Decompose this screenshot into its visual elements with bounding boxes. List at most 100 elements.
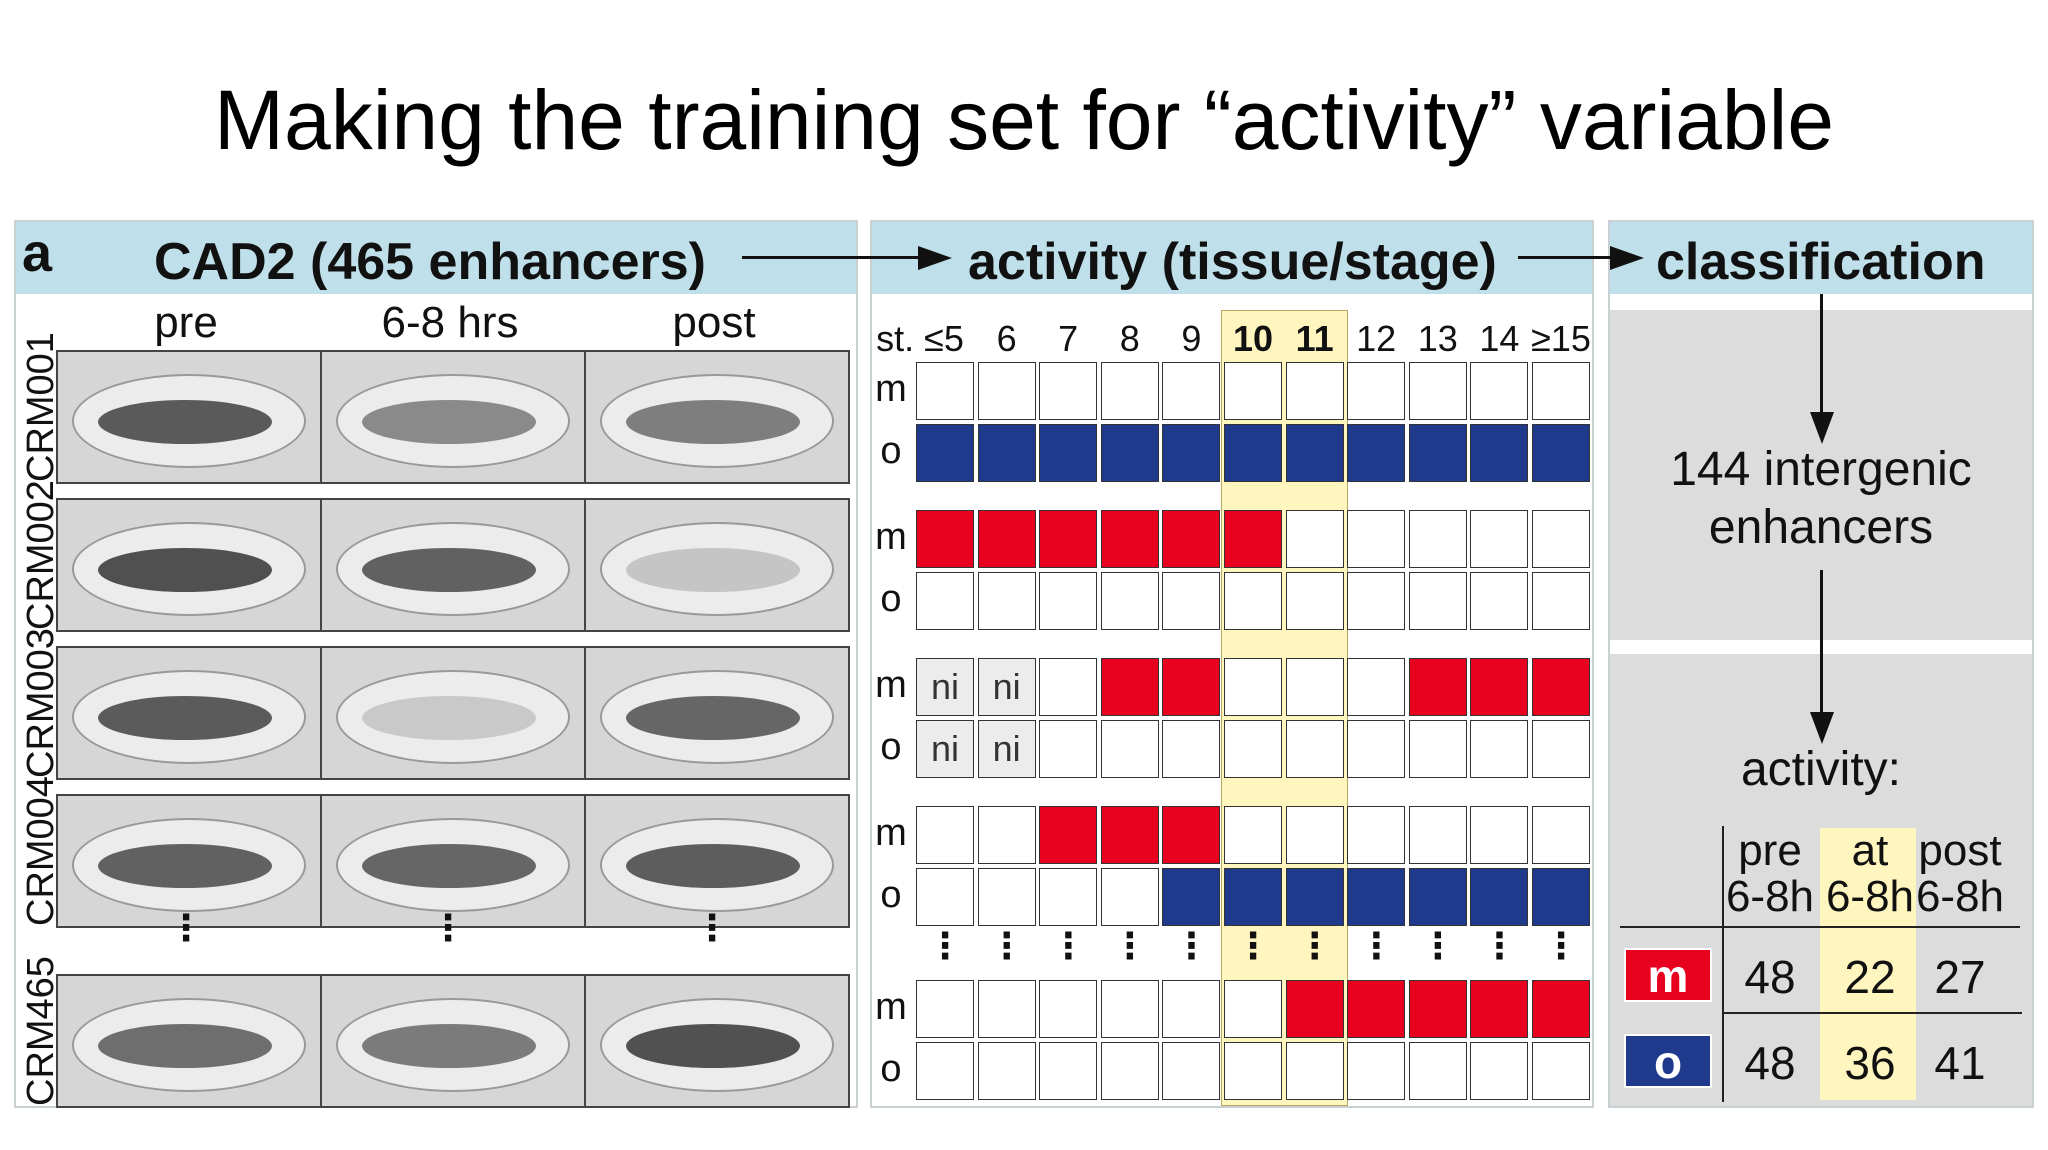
embryo-image: [320, 350, 586, 484]
activity-cell: [1470, 362, 1529, 420]
activity-cell: [1100, 868, 1159, 926]
table-value: 41: [1934, 1037, 1986, 1089]
activity-cell: [1100, 658, 1159, 716]
arrow-cad2-to-activity: [742, 256, 920, 259]
embryo-stain: [98, 548, 272, 592]
embryo-image: [56, 350, 322, 484]
activity-cell: [1285, 980, 1344, 1038]
table-row-rule: [1722, 1012, 2022, 1014]
activity-cell: [1039, 424, 1098, 482]
activity-cell: [1408, 868, 1467, 926]
embryo-stain: [362, 696, 536, 740]
activity-cell: [1162, 806, 1221, 864]
activity-cell: [1347, 806, 1406, 864]
activity-cell: [977, 424, 1036, 482]
embryo-stain: [98, 844, 272, 888]
activity-cell: [1347, 1042, 1406, 1100]
activity-cell: [1470, 1042, 1529, 1100]
activity-cell: [1285, 658, 1344, 716]
embryo-image: [320, 974, 586, 1108]
activity-cell: [916, 868, 974, 926]
ellipsis-dots: ⋮: [1481, 925, 1518, 966]
embryo-image: [56, 646, 322, 780]
activity-cell: [1100, 1042, 1159, 1100]
embryo-stain: [626, 844, 800, 888]
activity-cell: [1285, 868, 1344, 926]
activity-cell: [1347, 868, 1406, 926]
activity-cell: [1470, 424, 1529, 482]
tissue-row-label: m: [875, 986, 907, 1028]
table-value: 48: [1744, 951, 1796, 1003]
stage-label: 11: [1295, 318, 1334, 359]
ellipsis-dots: ⋮: [927, 925, 963, 966]
activity-cell: [1532, 868, 1590, 926]
embryo-image: [320, 646, 586, 780]
tissue-row-label: m: [875, 664, 907, 706]
ellipsis-dots: ⋮: [694, 907, 730, 948]
activity-cell: [1532, 720, 1590, 778]
ellipsis-dots: ⋮: [1173, 925, 1210, 966]
table-column-subheader: 6-8h: [1915, 872, 2005, 921]
activity-cell: [1039, 720, 1098, 778]
activity-label: activity:: [1740, 743, 1902, 796]
activity-cell: [1039, 980, 1098, 1038]
activity-cell: [1470, 510, 1529, 568]
activity-cell: ni: [977, 720, 1036, 778]
activity-cell: [916, 362, 974, 420]
down-arrow-1: [1820, 294, 1823, 414]
activity-cell: [1470, 806, 1529, 864]
tissue-row-label: o: [880, 430, 902, 472]
embryo-image: [56, 794, 322, 928]
arrow-cad2-to-activity-head: [918, 246, 952, 270]
down-arrow-2: [1820, 570, 1823, 714]
activity-cell: [1347, 362, 1406, 420]
activity-cell: [1285, 362, 1344, 420]
activity-cell: [1285, 720, 1344, 778]
tissue-row-label: m: [875, 516, 907, 558]
ellipsis-dots: ⋮: [168, 907, 204, 948]
activity-cell: [1162, 1042, 1221, 1100]
embryo-image: [320, 794, 586, 928]
count-text-line1: 144 intergenic: [1670, 443, 1972, 496]
classification-header-text: classification: [1656, 233, 1986, 291]
activity-cell: [977, 1042, 1036, 1100]
activity-cell: [1285, 806, 1344, 864]
activity-cell: [1162, 980, 1221, 1038]
activity-cell: [1285, 424, 1344, 482]
arrow-activity-to-classification: [1518, 256, 1614, 259]
activity-cell: ni: [916, 658, 974, 716]
activity-cell: [1224, 980, 1282, 1038]
embryo-image: [584, 974, 850, 1108]
ellipsis-dots: ⋮: [1235, 925, 1271, 966]
activity-cell: [1532, 806, 1590, 864]
activity-cell: [1347, 572, 1406, 630]
activity-cell: [1100, 806, 1159, 864]
activity-header: [872, 222, 1592, 294]
activity-cell: [1039, 868, 1098, 926]
tissue-row-label: o: [880, 726, 902, 768]
activity-cell: [1039, 806, 1098, 864]
arrow-activity-to-classification-head: [1610, 246, 1644, 270]
activity-cell: [1039, 572, 1098, 630]
activity-cell: [1408, 510, 1467, 568]
panel-letter: a: [22, 223, 53, 283]
activity-cell: [1470, 658, 1529, 716]
activity-cell: [1224, 572, 1282, 630]
activity-panel: activity (tissue/stage) st. ≤5 6 7 8 9 10 11 12…: [870, 220, 1594, 1108]
embryo-stain: [98, 1024, 272, 1068]
activity-cell: [1100, 362, 1159, 420]
embryo-image: [584, 646, 850, 780]
activity-cell: [1224, 658, 1282, 716]
stage-label: 6: [996, 318, 1017, 359]
activity-cell: [1100, 424, 1159, 482]
activity-cell: ni: [916, 720, 974, 778]
embryo-image: [584, 498, 850, 632]
activity-cell: [1039, 1042, 1098, 1100]
activity-cell: [1162, 720, 1221, 778]
image-column-label: post: [672, 298, 756, 347]
ellipsis-dots: ⋮: [1543, 925, 1579, 966]
activity-cell: [977, 362, 1036, 420]
activity-cell: [1224, 720, 1282, 778]
activity-cell: [1224, 1042, 1282, 1100]
embryo-stain: [98, 400, 272, 444]
